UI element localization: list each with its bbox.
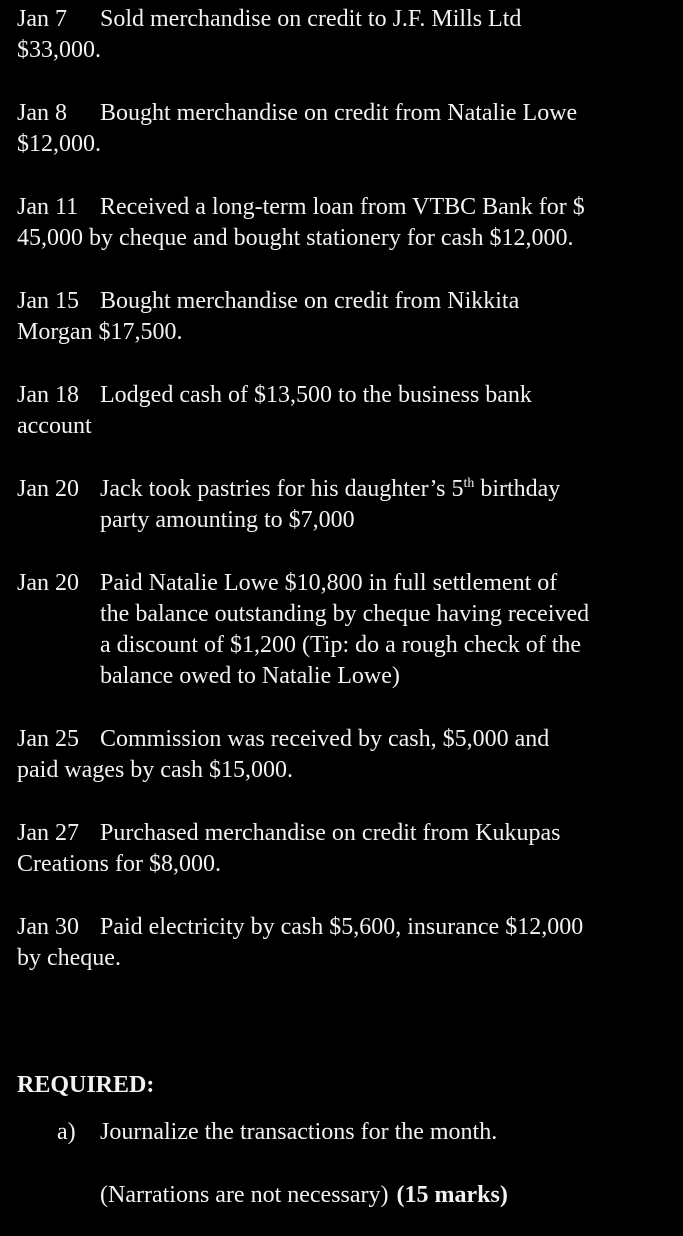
entry-text: Jack took pastries for his daughter’s 5 (100, 476, 464, 502)
entry-first-line: Jan 30 Paid electricity by cash $5,600, i… (17, 912, 665, 943)
entry-text: Paid electricity by cash $5,600, insuran… (100, 914, 584, 940)
entry-first-line: Jan 7 Sold merchandise on credit to J.F. … (17, 4, 665, 35)
entry-date: Jan 20 (17, 570, 79, 596)
narration-note: (Narrations are not necessary) (15 marks) (100, 1180, 665, 1211)
entry-text: $33,000. (17, 37, 101, 63)
entry-text: Sold merchandise on credit to J.F. Mills… (100, 6, 522, 32)
entry-jan-25: Jan 25 Commission was received by cash, $… (17, 724, 665, 786)
entry-date: Jan 7 (17, 6, 67, 32)
entry-first-line: Jan 8 Bought merchandise on credit from N… (17, 98, 665, 129)
entry-text: Paid Natalie Lowe $10,800 in full settle… (100, 570, 558, 596)
section-gap (17, 1006, 665, 1070)
entry-text: the balance outstanding by cheque having… (100, 601, 590, 627)
entry-text: Bought merchandise on credit from Nikkit… (100, 288, 520, 314)
entry-date: Jan 25 (17, 726, 79, 752)
entry-jan-18: Jan 18 Lodged cash of $13,500 to the busi… (17, 380, 665, 442)
entry-text: a discount of $1,200 (Tip: do a rough ch… (100, 632, 582, 658)
entry-text: Creations for $8,000. (17, 851, 221, 877)
entry-text: party amounting to $7,000 (100, 507, 355, 533)
required-heading: REQUIRED: (17, 1072, 155, 1098)
entry-date: Jan 30 (17, 914, 79, 940)
entry-text: Morgan $17,500. (17, 319, 183, 345)
entry-text: Purchased merchandise on credit from Kuk… (100, 820, 561, 846)
entry-text: 45,000 by cheque and bought stationery f… (17, 225, 574, 251)
entry-first-line: Jan 20 Jack took pastries for his daughte… (17, 474, 665, 505)
required-item-a-label: a) (57, 1119, 76, 1145)
entry-first-line: Jan 20 Paid Natalie Lowe $10,800 in full … (17, 568, 665, 599)
entry-text: paid wages by cash $15,000. (17, 757, 293, 783)
entry-jan-11: Jan 11 Received a long-term loan from VTB… (17, 192, 665, 254)
entry-text: Received a long-term loan from VTBC Bank… (100, 194, 585, 220)
entry-text: balance owed to Natalie Lowe) (100, 663, 400, 689)
entry-date: Jan 15 (17, 288, 79, 314)
entry-date: Jan 27 (17, 820, 79, 846)
entry-first-line: Jan 27 Purchased merchandise on credit fr… (17, 818, 665, 849)
entry-text: by cheque. (17, 945, 121, 971)
entry-jan-27: Jan 27 Purchased merchandise on credit fr… (17, 818, 665, 880)
entry-jan-20-drawings: Jan 20 Jack took pastries for his daughte… (17, 474, 665, 536)
entry-first-line: Jan 25 Commission was received by cash, $… (17, 724, 665, 755)
entry-jan-20-payment: Jan 20 Paid Natalie Lowe $10,800 in full … (17, 568, 665, 692)
required-item-a: a) Journalize the transactions for the mo… (17, 1117, 665, 1148)
entry-jan-30: Jan 30 Paid electricity by cash $5,600, i… (17, 912, 665, 974)
entry-jan-8: Jan 8 Bought merchandise on credit from N… (17, 98, 665, 160)
ordinal-superscript: th (463, 476, 475, 491)
entry-first-line: Jan 18 Lodged cash of $13,500 to the busi… (17, 380, 665, 411)
required-item-a-text: Journalize the transactions for the mont… (100, 1119, 498, 1145)
entry-text: Bought merchandise on credit from Natali… (100, 100, 578, 126)
entry-date: Jan 20 (17, 476, 79, 502)
entry-text: Lodged cash of $13,500 to the business b… (100, 382, 532, 408)
entry-jan-7: Jan 7 Sold merchandise on credit to J.F. … (17, 4, 665, 66)
entry-text: $12,000. (17, 131, 101, 157)
entry-text: Commission was received by cash, $5,000 … (100, 726, 550, 752)
entry-date: Jan 8 (17, 100, 67, 126)
entry-date: Jan 11 (17, 194, 79, 220)
entry-jan-15: Jan 15 Bought merchandise on credit from … (17, 286, 665, 348)
marks-label: (15 marks) (396, 1182, 508, 1208)
entry-first-line: Jan 11 Received a long-term loan from VTB… (17, 192, 665, 223)
entry-text: birthday (474, 476, 561, 502)
entry-date: Jan 18 (17, 382, 79, 408)
narration-text: (Narrations are not necessary) (100, 1182, 389, 1208)
entry-first-line: Jan 15 Bought merchandise on credit from … (17, 286, 665, 317)
entry-text: account (17, 413, 92, 439)
